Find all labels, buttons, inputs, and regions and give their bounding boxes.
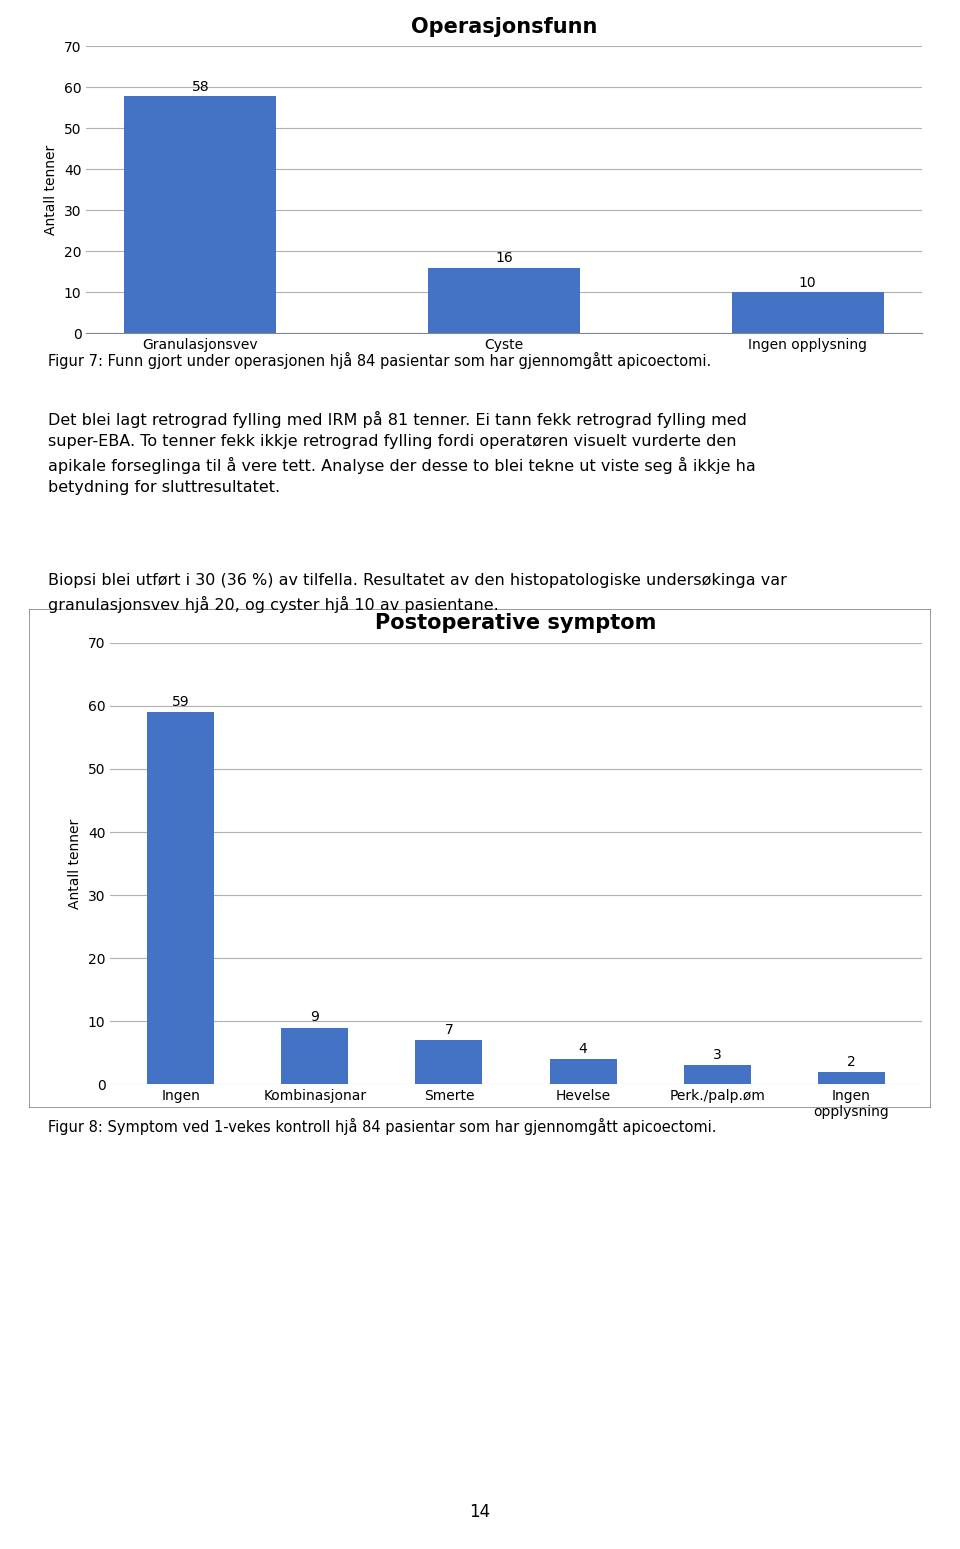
- Title: Postoperative symptom: Postoperative symptom: [375, 613, 657, 634]
- Text: 59: 59: [172, 696, 190, 709]
- FancyBboxPatch shape: [29, 609, 931, 1108]
- Text: Det blei lagt retrograd fylling med IRM på 81 tenner. Ei tann fekk retrograd fyl: Det blei lagt retrograd fylling med IRM …: [48, 410, 756, 496]
- Bar: [147, 713, 214, 1084]
- Text: 9: 9: [310, 1010, 320, 1024]
- Text: 2: 2: [847, 1055, 855, 1069]
- Text: 4: 4: [579, 1042, 588, 1056]
- Y-axis label: Antall tenner: Antall tenner: [44, 144, 59, 235]
- Text: Biopsi blei utført i 30 (36 %) av tilfella. Resultatet av den histopatologiske u: Biopsi blei utført i 30 (36 %) av tilfel…: [48, 573, 787, 613]
- Text: 3: 3: [712, 1049, 722, 1063]
- Bar: [428, 268, 580, 333]
- Bar: [684, 1066, 751, 1084]
- Bar: [281, 1027, 348, 1084]
- Text: Figur 8: Symptom ved 1-vekes kontroll hjå 84 pasientar som har gjennomgått apico: Figur 8: Symptom ved 1-vekes kontroll hj…: [48, 1118, 716, 1135]
- Title: Operasjonsfunn: Operasjonsfunn: [411, 17, 597, 37]
- Bar: [732, 293, 883, 333]
- Bar: [549, 1060, 616, 1084]
- Text: 16: 16: [495, 251, 513, 265]
- Bar: [818, 1072, 885, 1084]
- Text: 58: 58: [191, 79, 209, 93]
- Text: 10: 10: [799, 276, 817, 290]
- Y-axis label: Antall tenner: Antall tenner: [68, 818, 83, 909]
- Bar: [125, 96, 276, 333]
- Text: 7: 7: [444, 1022, 453, 1036]
- Text: Figur 7: Funn gjort under operasjonen hjå 84 pasientar som har gjennomgått apico: Figur 7: Funn gjort under operasjonen hj…: [48, 352, 711, 369]
- Text: 14: 14: [469, 1503, 491, 1521]
- Bar: [416, 1041, 483, 1084]
